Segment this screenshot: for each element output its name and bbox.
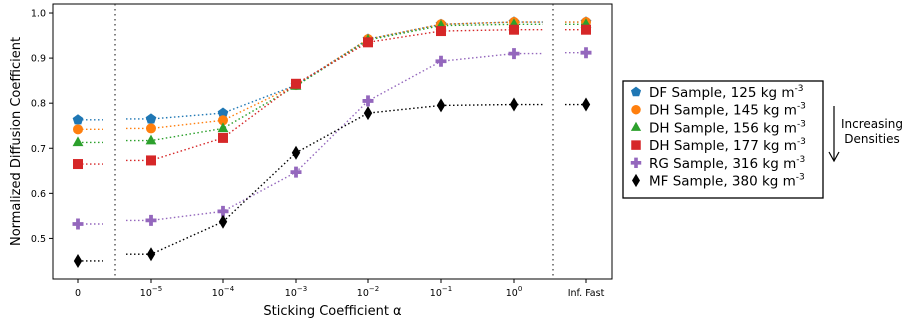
series-line (126, 52, 543, 222)
x-tick-label: 0 (75, 288, 81, 299)
data-point (218, 214, 228, 229)
data-point (581, 97, 591, 112)
annotation-text: Densities (844, 132, 900, 146)
series-line (126, 103, 543, 255)
data-point (145, 113, 157, 124)
data-point (217, 122, 229, 133)
series-line (126, 21, 543, 120)
data-point (145, 214, 157, 226)
data-point (146, 123, 156, 134)
data-point (436, 26, 446, 37)
x-tick-label: 10−2 (357, 285, 379, 299)
series-line (126, 23, 543, 142)
legend-label: DH Sample, 145 kg m-3 (649, 102, 806, 119)
x-tick-label: 10−5 (140, 285, 162, 299)
legend-marker (632, 173, 640, 188)
y-tick-label: 0.9 (31, 54, 46, 65)
data-point (146, 155, 156, 166)
x-tick-label: 10−3 (285, 285, 307, 299)
x-tick-label: 10−4 (212, 285, 235, 299)
legend-label: DH Sample, 177 kg m-3 (649, 137, 806, 154)
x-axis-label: Sticking Coefficient α (263, 304, 401, 319)
series-line (126, 28, 543, 162)
legend-entry: DH Sample, 156 kg m-3 (630, 119, 806, 136)
y-tick-label: 1.0 (31, 9, 46, 20)
data-point (146, 247, 156, 262)
legend-label: RG Sample, 316 kg m-3 (649, 155, 805, 172)
data-point (580, 47, 592, 59)
legend-entry: RG Sample, 316 kg m-3 (630, 155, 805, 172)
data-point (73, 159, 83, 170)
legend-box (622, 80, 824, 199)
y-tick-label: 0.7 (31, 144, 46, 155)
y-tick-label: 0.6 (31, 189, 46, 200)
data-point (72, 218, 84, 230)
plot-area (72, 16, 592, 268)
data-point (72, 114, 84, 125)
legend-marker (631, 140, 641, 150)
legend-marker (630, 121, 642, 131)
legend-entry: MF Sample, 380 kg m-3 (632, 173, 805, 190)
legend: DF Sample, 125 kg m-3DH Sample, 145 kg m… (622, 80, 824, 199)
data-point (73, 253, 83, 268)
series-5 (73, 97, 591, 268)
data-point (72, 136, 84, 147)
y-tick-label: 0.5 (31, 234, 46, 245)
data-point (509, 97, 519, 112)
legend-label: DF Sample, 125 kg m-3 (649, 84, 804, 101)
data-point (145, 134, 157, 145)
series-3 (73, 24, 591, 170)
legend-entry: DF Sample, 125 kg m-3 (630, 84, 804, 101)
data-point (291, 78, 301, 89)
legend-marker (631, 104, 641, 115)
legend-entry: DH Sample, 145 kg m-3 (631, 102, 806, 119)
data-point (363, 37, 373, 48)
data-point (435, 55, 447, 67)
data-point (218, 115, 228, 126)
y-axis-label: Normalized Diffusion Coefficient (9, 37, 24, 246)
annotation-text: Increasing (841, 117, 903, 131)
data-point (217, 205, 229, 217)
data-point (436, 98, 446, 113)
data-point (291, 145, 301, 160)
axes: 0.5 0.6 0.7 0.8 0.9 1.0 0 10−5 10−4 10−3 10−2 10−1 1… (31, 3, 613, 299)
plot-frame (52, 3, 613, 280)
x-tick-label: Inf. Fast (568, 288, 605, 299)
legend-label: MF Sample, 380 kg m-3 (649, 173, 805, 190)
data-point (290, 166, 302, 178)
legend-entry: DH Sample, 177 kg m-3 (631, 137, 806, 154)
arrow-head (828, 151, 840, 163)
series-4 (72, 47, 592, 230)
series-line (126, 21, 543, 130)
data-point (581, 24, 591, 35)
legend-marker (630, 86, 642, 97)
data-point (363, 106, 373, 121)
y-tick-label: 0.8 (31, 99, 46, 110)
x-tick-label: 10−1 (430, 285, 452, 299)
x-tick-label: 100 (506, 285, 523, 299)
legend-marker (630, 157, 642, 169)
data-point (73, 124, 83, 135)
data-point (362, 95, 374, 107)
data-point (217, 107, 229, 118)
legend-label: DH Sample, 156 kg m-3 (649, 119, 806, 136)
data-point (218, 132, 228, 143)
data-point (509, 24, 519, 35)
data-point (508, 48, 520, 60)
